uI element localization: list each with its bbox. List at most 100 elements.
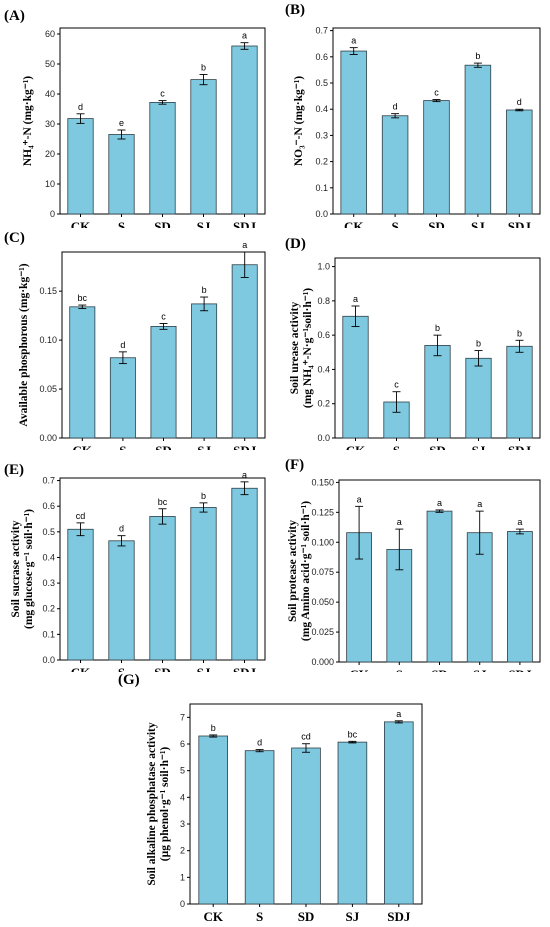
significance-letter: d	[78, 102, 83, 112]
y-tick-label: 0.6	[315, 52, 328, 62]
chart-svg: 0.0 0.2 0.4 0.6 0.8 1.0 a CK c Sb SD b SJ b SDJ	[317, 257, 541, 450]
significance-letter: cd	[301, 732, 311, 742]
significance-letter: d	[517, 97, 522, 107]
chart-svg: 0 1 2 3 4 5 6 7 b CK d Scd SD bc SJ a SDJ	[180, 703, 423, 922]
bar	[465, 357, 492, 439]
category-label: S	[118, 219, 125, 228]
y-tick-label: 0.3	[42, 578, 55, 588]
panel-label: (G)	[118, 672, 140, 688]
category-label: CK	[71, 219, 91, 228]
y-tick-label: 0.10	[39, 335, 57, 345]
y-tick-label: 0.7	[42, 476, 55, 486]
bar	[464, 64, 492, 215]
significance-letter: a	[351, 36, 356, 46]
category-label: CK	[71, 665, 91, 672]
category-label: CK	[346, 443, 366, 450]
y-tick-label: 3	[180, 819, 185, 829]
y-tick-label: 0.4	[42, 552, 55, 562]
bar	[108, 134, 135, 215]
significance-letter: d	[393, 102, 398, 112]
category-label: SJ	[346, 909, 360, 922]
y-tick-label: 40	[45, 89, 55, 99]
y-tick-label: 0.7	[315, 26, 328, 36]
y-tick-label: 5	[180, 766, 185, 776]
significance-letter: a	[397, 517, 402, 527]
bar	[149, 516, 176, 661]
category-label: S	[256, 909, 263, 922]
bar	[291, 747, 321, 905]
chart-svg: 0.0 0.1 0.2 0.3 0.4 0.5 0.6 0.7 cd CK d Sbc SD b SJ a SD…	[42, 470, 266, 672]
category-label: SDJ	[387, 909, 411, 922]
y-tick-label: 0.4	[317, 364, 330, 374]
significance-letter: a	[242, 31, 247, 41]
y-tick-label: 0.3	[315, 130, 328, 140]
y-tick-label: 7	[180, 712, 185, 722]
significance-letter: bc	[348, 729, 358, 739]
significance-letter: a	[437, 498, 442, 508]
significance-letter: a	[242, 240, 247, 250]
significance-letter: b	[211, 723, 216, 733]
significance-letter: a	[353, 294, 358, 304]
y-tick-label: 20	[45, 149, 55, 159]
category-label: SJ	[197, 219, 211, 228]
significance-letter: c	[394, 380, 399, 390]
y-tick-label: 0.05	[39, 384, 57, 394]
y-tick-label: 0	[50, 209, 55, 219]
category-label: SDJ	[508, 219, 532, 228]
category-label: SD	[429, 443, 446, 450]
category-label: CK	[349, 667, 369, 672]
bar	[423, 100, 450, 215]
bar	[384, 721, 414, 905]
category-label: SJ	[197, 665, 211, 672]
category-label: SDJ	[233, 219, 257, 228]
significance-letter: a	[357, 494, 362, 504]
bar	[506, 345, 533, 439]
y-tick-label: 1.0	[317, 262, 330, 272]
significance-letter: a	[396, 709, 401, 719]
significance-letter: c	[160, 89, 165, 99]
bar	[426, 510, 453, 663]
bar	[198, 735, 228, 905]
category-label: SD	[154, 219, 171, 228]
significance-letter: d	[120, 340, 125, 350]
category-label: S	[118, 665, 125, 672]
category-label: SD	[155, 443, 172, 450]
category-label: CK	[203, 909, 223, 922]
bar	[231, 45, 258, 215]
bar	[149, 102, 176, 215]
y-tick-label: 0.5	[42, 527, 55, 537]
y-tick-label: 0.1	[315, 183, 328, 193]
significance-letter: a	[517, 517, 522, 527]
bar	[190, 79, 217, 215]
bar	[231, 487, 258, 661]
category-label: SJ	[471, 219, 485, 228]
significance-letter: b	[475, 51, 480, 61]
significance-letter: b	[202, 285, 207, 295]
panel-label: (E)	[4, 462, 24, 478]
chart-panel: (G) Soil alkaline phosphatase activity (µg…	[110, 672, 440, 922]
y-tick-label: 0.6	[42, 501, 55, 511]
y-tick-label: 0.150	[311, 477, 334, 487]
category-label: S	[391, 219, 398, 228]
category-label: SDJ	[508, 667, 532, 672]
chart-panel: (E) Soil sucrase activity (mg glucose·g⁻¹ …	[0, 452, 275, 672]
chart-svg: 0.00 0.05 0.10 0.15 bc CK d Sc SD b SJ a SDJ	[39, 240, 266, 450]
bar	[67, 118, 94, 215]
significance-letter: b	[201, 63, 206, 73]
category-label: SJ	[473, 667, 487, 672]
bar	[69, 306, 96, 439]
chart-panel: (F) Soil protease activity (mg Amino acid·…	[275, 452, 550, 672]
significance-letter: d	[257, 738, 262, 748]
y-tick-label: 0.2	[42, 604, 55, 614]
y-tick-label: 60	[45, 29, 55, 39]
y-tick-label: 0.0	[315, 209, 328, 219]
bar	[340, 50, 367, 215]
chart-svg: 0.000 0.025 0.050 0.075 0.100 0.125 0.150 a CK a S…	[311, 477, 541, 672]
chart-panel: (B) NO₃⁻-N (mg·kg⁻¹) 0.0 0.1 0.2 0.3 0.4 0.5 0.6…	[275, 0, 550, 228]
y-tick-label: 0.1	[42, 629, 55, 639]
category-label: SD	[428, 219, 445, 228]
bar	[190, 507, 217, 661]
category-label: S	[119, 443, 126, 450]
bar	[507, 531, 533, 663]
